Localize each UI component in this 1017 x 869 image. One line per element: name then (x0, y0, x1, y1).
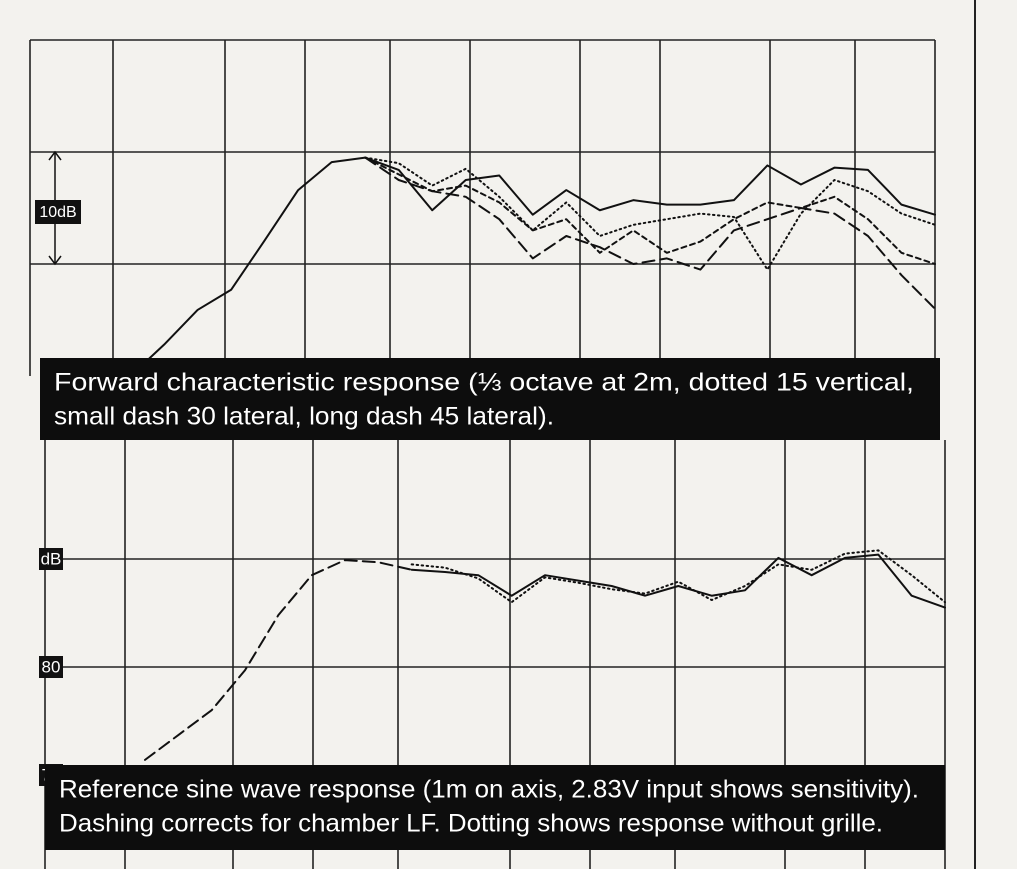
caption-line: Dashing corrects for chamber LF. Dotting… (59, 810, 883, 838)
series-line (129, 156, 936, 377)
y-tick-label: 80 (42, 657, 61, 676)
caption-box (45, 765, 945, 850)
scale-arrowhead (48, 150, 62, 266)
caption-line: Reference sine wave response (1m on axis… (59, 776, 919, 804)
y-label-box (39, 548, 63, 570)
scale-label: 10dB (39, 204, 76, 221)
series-line (144, 559, 413, 761)
series-line (364, 156, 936, 271)
series-line (364, 156, 936, 265)
series-line (410, 553, 946, 609)
y-tick-box (39, 656, 63, 678)
caption-box (40, 358, 940, 440)
caption-line: Forward characteristic response (⅓ octav… (54, 369, 914, 397)
y-axis-label: dB (41, 549, 62, 568)
scale-label-box (35, 200, 81, 224)
series-line (364, 156, 936, 310)
caption-line: small dash 30 lateral, long dash 45 late… (54, 403, 554, 431)
series-line (410, 549, 946, 604)
